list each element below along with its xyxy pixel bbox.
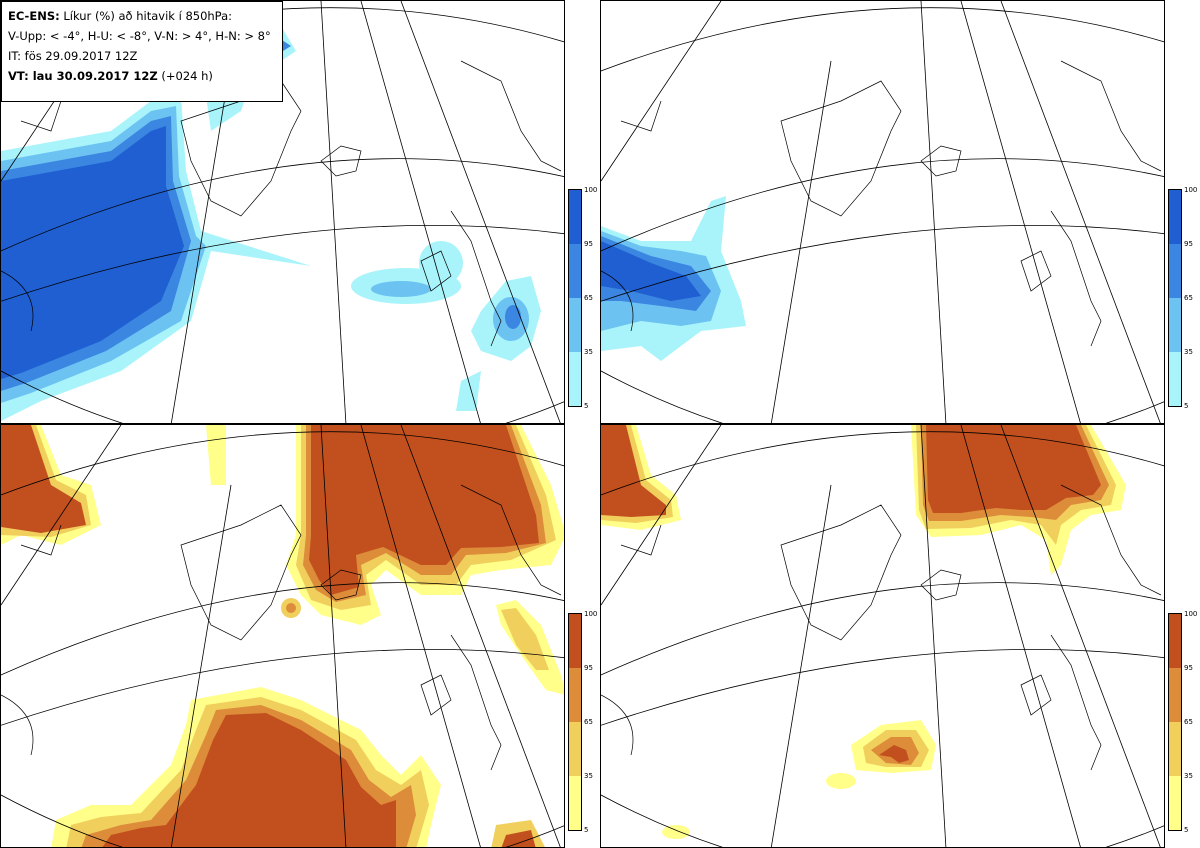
colorbar-tick-label: 65: [1184, 294, 1193, 302]
colorbar-segment: [569, 776, 581, 830]
coastlines: [1, 484, 562, 771]
prob-field-warm-north: [206, 425, 564, 695]
colorbar-segment: [1169, 668, 1181, 722]
map-canvas: [1, 1, 564, 423]
forecast-info-box: EC-ENS: Líkur (%) að hitavik í 850hPa: V…: [1, 1, 283, 102]
coastlines: [1, 60, 562, 347]
colorbar-segment: [569, 352, 581, 406]
colorbar-segment: [1169, 352, 1181, 406]
map-canvas: [1, 425, 564, 847]
colorbar-tick-label: 5: [1184, 826, 1189, 834]
colorbar-tick-label: 5: [1184, 402, 1189, 410]
map-panel-warm-8: [600, 424, 1165, 848]
colorbar-segment: [569, 722, 581, 776]
map-canvas: [601, 425, 1164, 847]
colorbar-tick-label: 5: [584, 402, 589, 410]
prob-field-cold-ireland: [351, 241, 463, 304]
colorbar-tick-label: 100: [584, 186, 598, 194]
colorbar-segment: [569, 668, 581, 722]
colorbar-tick-label: 100: [1184, 610, 1198, 618]
graticule: [601, 1, 1164, 423]
colorbar-segment: [1169, 722, 1181, 776]
coastlines: [601, 60, 1162, 347]
map-panel-cold-4: EC-ENS: Líkur (%) að hitavik í 850hPa: V…: [0, 0, 565, 424]
colorbar-tick-label: 5: [584, 826, 589, 834]
model-label: EC-ENS:: [8, 9, 60, 23]
colorbar-tick-label: 95: [584, 664, 593, 672]
colorbar-warm-bottom-left: 100 95 65 35 5: [568, 611, 597, 834]
graticule: [1, 1, 564, 423]
coastlines: [601, 484, 1162, 771]
prob-field-warm-northwest: [601, 425, 681, 530]
colorbar-tick-label: 100: [584, 610, 598, 618]
initial-time: IT: fös 29.09.2017 12Z: [8, 49, 138, 63]
colorbar-segment: [569, 244, 581, 298]
colorbar-cold-top-right: 100 95 65 35 5: [1168, 187, 1197, 410]
colorbar-segment: [569, 298, 581, 352]
colorbar-tick-label: 65: [584, 294, 593, 302]
colorbar-tick-label: 35: [1184, 348, 1193, 356]
prob-field-cold-large: [1, 21, 311, 421]
colorbar-warm-bottom-right: 100 95 65 35 5: [1168, 611, 1197, 834]
prob-field-warm-south: [51, 687, 545, 847]
product-title: Líkur (%) að hitavik í 850hPa:: [63, 9, 233, 23]
colorbar-tick-label: 35: [1184, 772, 1193, 780]
colorbar-tick-label: 65: [1184, 718, 1193, 726]
prob-field-warm-northwest: [1, 425, 101, 545]
prob-field-warm-north: [911, 425, 1126, 575]
colorbar-segment: [569, 190, 581, 244]
colorbar-tick-label: 95: [1184, 664, 1193, 672]
colorbar-tick-label: 95: [584, 240, 593, 248]
prob-field-warm-south: [662, 720, 936, 839]
threshold-legend: V-Upp: < -4°, H-U: < -8°, V-N: > 4°, H-N…: [8, 29, 271, 43]
colorbar-tick-label: 35: [584, 348, 593, 356]
colorbar-segment: [1169, 244, 1181, 298]
colorbar-segment: [1169, 190, 1181, 244]
graticule: [1, 425, 564, 847]
map-canvas: [601, 1, 1164, 423]
map-panel-cold-8: [600, 0, 1165, 424]
colorbar-tick-label: 35: [584, 772, 593, 780]
colorbar-tick-label: 100: [1184, 186, 1198, 194]
colorbar-segment: [1169, 776, 1181, 830]
forecast-offset: (+024 h): [161, 69, 213, 83]
graticule: [601, 425, 1164, 847]
colorbar-cold-top-left: 100 95 65 35 5: [568, 187, 597, 410]
colorbar-segment: [1169, 614, 1181, 668]
colorbar-segment: [569, 614, 581, 668]
valid-time: VT: lau 30.09.2017 12Z: [8, 69, 158, 83]
colorbar-segment: [1169, 298, 1181, 352]
map-panel-warm-4: [0, 424, 565, 848]
colorbar-tick-label: 95: [1184, 240, 1193, 248]
prob-field-cold-norway: [456, 276, 541, 411]
colorbar-tick-label: 65: [584, 718, 593, 726]
